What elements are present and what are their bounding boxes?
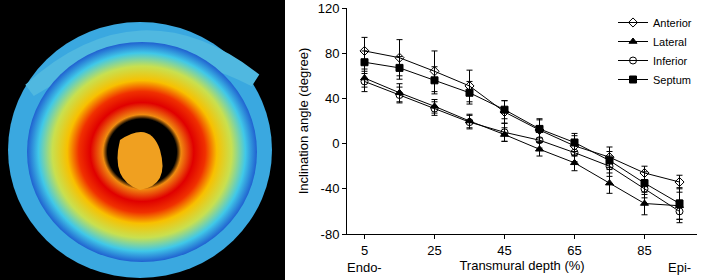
svg-text:Septum: Septum	[653, 74, 691, 86]
svg-text:65: 65	[567, 243, 581, 258]
svg-text:0: 0	[332, 136, 339, 151]
svg-text:40: 40	[325, 91, 339, 106]
svg-text:Transmural depth (%): Transmural depth (%)	[459, 258, 584, 273]
svg-text:45: 45	[497, 243, 511, 258]
svg-text:Epi-: Epi-	[668, 260, 691, 275]
svg-text:Inferior: Inferior	[653, 55, 688, 67]
svg-text:80: 80	[325, 46, 339, 61]
svg-text:120: 120	[318, 1, 340, 16]
svg-text:85: 85	[637, 243, 651, 258]
svg-text:Anterior: Anterior	[653, 17, 692, 29]
svg-text:Inclination angle (degree): Inclination angle (degree)	[296, 48, 311, 195]
svg-text:-40: -40	[321, 181, 340, 196]
svg-text:Endo-: Endo-	[347, 260, 382, 275]
svg-text:5: 5	[361, 243, 368, 258]
svg-text:25: 25	[427, 243, 441, 258]
svg-text:Lateral: Lateral	[653, 36, 687, 48]
svg-text:-80: -80	[321, 227, 340, 242]
